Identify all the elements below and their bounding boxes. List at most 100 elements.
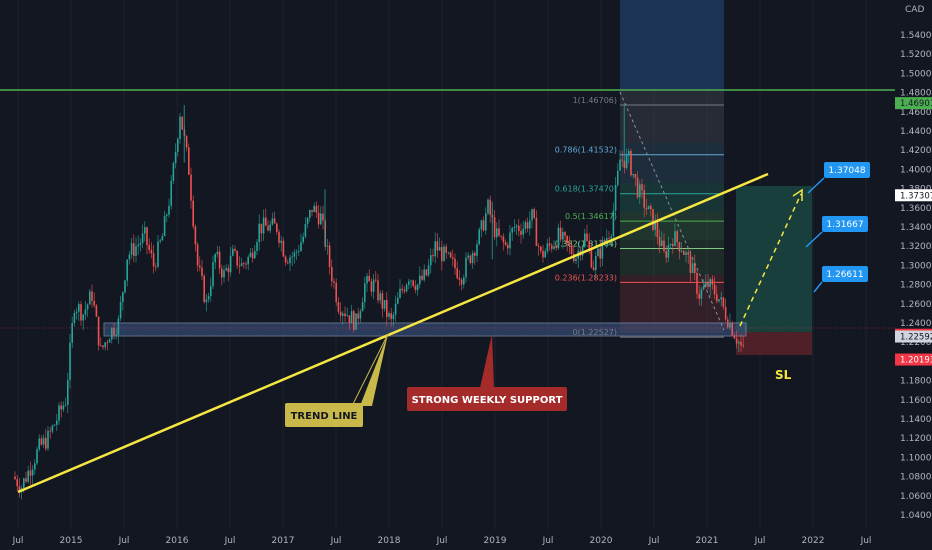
candle-body xyxy=(643,190,645,208)
fib-level-label: 0.786(1.41532) xyxy=(555,146,617,155)
candle-body xyxy=(148,244,150,250)
candle-body xyxy=(669,244,672,246)
candle-body xyxy=(216,251,219,255)
time-tick: Jul xyxy=(860,536,872,546)
candle-body xyxy=(427,265,430,276)
long-position-target-zone[interactable] xyxy=(736,186,812,332)
time-tick: Jul xyxy=(754,536,766,546)
price-tick: 1.08000 xyxy=(900,473,932,483)
fib-level-label: 0.5(1.34617) xyxy=(565,212,617,221)
candle-body xyxy=(520,230,522,235)
candle-body xyxy=(394,303,397,315)
candlesticks xyxy=(14,105,744,500)
support-zone[interactable] xyxy=(103,322,747,337)
candle-body xyxy=(295,251,298,253)
candle-body xyxy=(548,243,551,246)
projection-zone-top xyxy=(620,0,724,90)
candle-body xyxy=(84,309,87,315)
candle-body xyxy=(454,258,456,269)
target-callout-3[interactable]: 1.26611 xyxy=(813,266,868,293)
candle-body xyxy=(117,318,120,335)
target-callout-1[interactable]: 1.37048 xyxy=(807,162,870,194)
candle-body xyxy=(27,470,29,482)
candle-body xyxy=(278,231,280,243)
candle-body xyxy=(348,315,351,323)
candle-body xyxy=(108,339,111,343)
candle-body xyxy=(18,486,21,492)
candle-body xyxy=(504,242,507,245)
candle-body xyxy=(194,226,197,245)
candle-body xyxy=(229,255,232,273)
candle-body xyxy=(205,299,208,303)
candle-body xyxy=(658,237,661,246)
trend-line[interactable] xyxy=(17,172,769,494)
candle-body xyxy=(368,275,370,282)
target-callout-2[interactable]: 1.31667 xyxy=(805,216,868,248)
candle-body xyxy=(476,244,478,256)
candle-body xyxy=(467,255,469,258)
candle-body xyxy=(617,170,619,186)
price-axis[interactable] xyxy=(895,0,932,550)
candle-body xyxy=(557,227,560,249)
candle-body xyxy=(463,277,465,285)
fib-level-label: 1(1.46706) xyxy=(573,96,617,105)
candle-body xyxy=(203,276,205,303)
candle-body xyxy=(359,311,362,319)
candle-body xyxy=(621,159,623,161)
candle-body xyxy=(515,225,518,227)
candle-body xyxy=(680,251,683,252)
stop-loss-label: SL xyxy=(775,368,792,382)
candle-body xyxy=(529,220,531,229)
candle-body xyxy=(166,214,168,216)
time-tick: Jul xyxy=(224,536,236,546)
trend-line-label-box[interactable] xyxy=(285,403,363,427)
candle-body xyxy=(97,316,100,346)
price-axis-label xyxy=(895,330,932,343)
candle-body xyxy=(526,222,529,229)
candle-body xyxy=(711,279,714,285)
fib-level-label: 0.236(1.28233) xyxy=(555,273,617,282)
candle-body xyxy=(128,254,131,260)
candle-body xyxy=(115,334,117,336)
candle-body xyxy=(190,174,192,201)
candle-body xyxy=(168,205,170,215)
candle-body xyxy=(14,476,16,480)
candle-body xyxy=(546,243,549,252)
candle-body xyxy=(656,221,659,238)
price-axis-label-text: 1.46901 xyxy=(900,99,932,109)
candle-body xyxy=(603,239,606,243)
candle-body xyxy=(610,236,612,239)
candle-body xyxy=(388,313,390,317)
candle-body xyxy=(377,280,379,301)
candle-body xyxy=(513,226,516,229)
time-tick: Jul xyxy=(118,536,130,546)
candle-body xyxy=(537,245,540,247)
fib-level-label: 0.382(1.31764) xyxy=(555,239,617,248)
candle-body xyxy=(245,263,247,265)
candle-body xyxy=(86,304,89,310)
candle-body xyxy=(608,238,610,239)
candle-body xyxy=(179,116,181,139)
price-axis-ticks: 1.54000 1.52000 1.50000 1.48000 1.46000 1.440… xyxy=(900,31,932,521)
candle-body xyxy=(700,289,703,299)
support-label-box[interactable] xyxy=(407,387,567,411)
candle-body xyxy=(564,232,566,236)
candle-body xyxy=(683,251,685,255)
candle-body xyxy=(478,229,480,245)
fib-level-label: 0.618(1.37470) xyxy=(555,185,617,194)
candle-body xyxy=(493,217,496,238)
candle-body xyxy=(333,281,335,283)
candle-body xyxy=(718,299,720,302)
candle-body xyxy=(702,286,705,290)
candle-body xyxy=(163,215,166,237)
long-position-stop-zone[interactable] xyxy=(736,332,812,355)
candle-body xyxy=(247,256,249,265)
candle-body xyxy=(326,245,329,247)
time-axis[interactable]: Jul 2015 Jul 2016 Jul 2017 Jul 2018 Jul 2019 Jul 20… xyxy=(12,536,872,546)
candle-body xyxy=(60,405,62,410)
candle-body xyxy=(370,281,373,292)
candle-body xyxy=(69,342,71,381)
candle-body xyxy=(29,470,32,476)
candle-body xyxy=(67,380,69,405)
